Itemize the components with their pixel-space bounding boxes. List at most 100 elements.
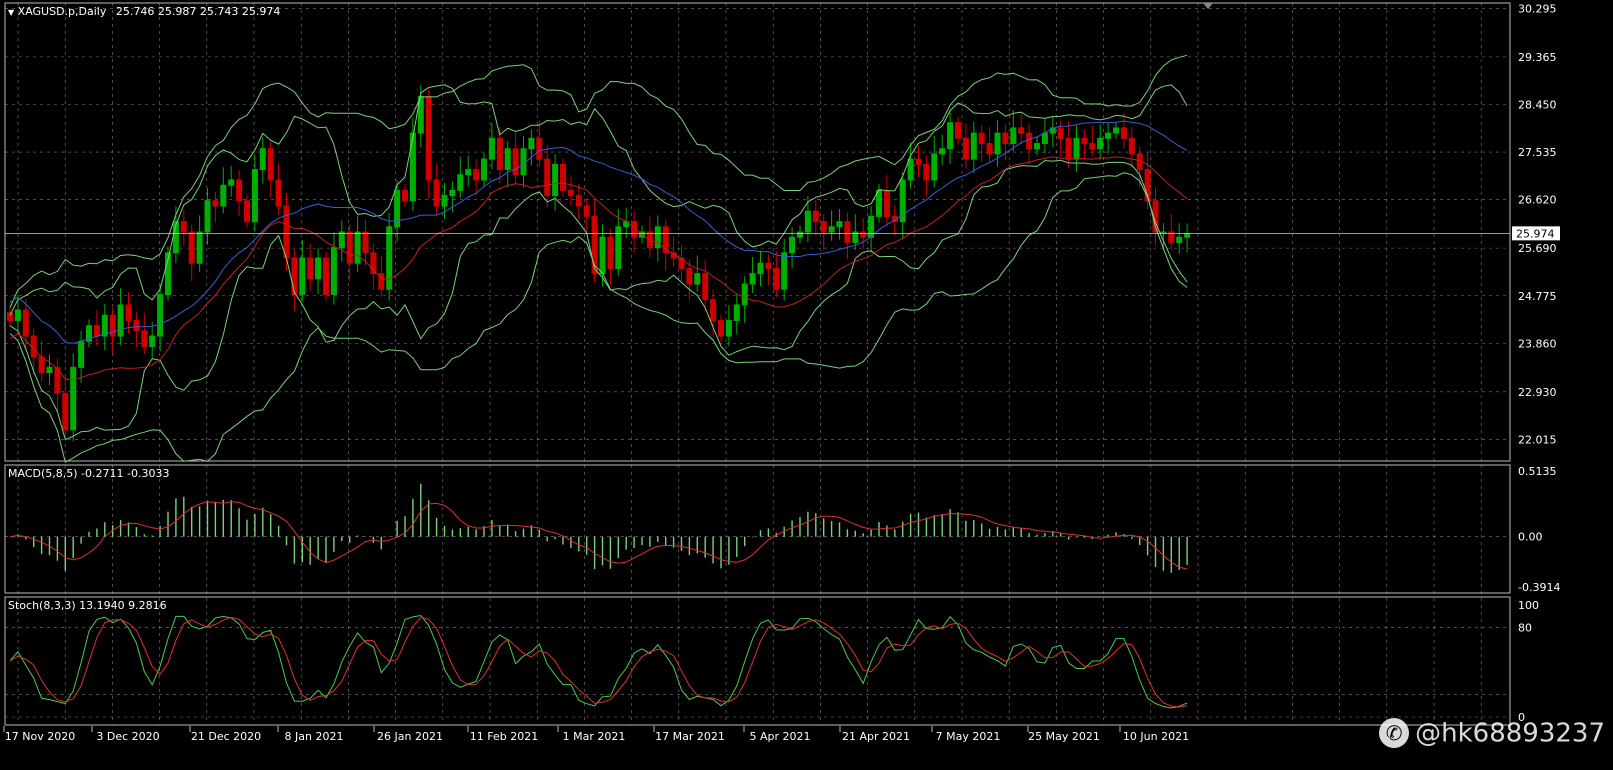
date-tick-label: 7 May 2021 bbox=[936, 730, 1001, 743]
candle-body bbox=[196, 231, 203, 264]
macd-tick-label: 0.5135 bbox=[1518, 465, 1557, 478]
date-tick-label: 21 Dec 2020 bbox=[191, 730, 261, 743]
stoch-main-line bbox=[9, 614, 1188, 709]
candle-body bbox=[157, 293, 164, 337]
candle-body bbox=[1105, 132, 1112, 139]
candle-body bbox=[251, 169, 258, 223]
price-panel[interactable] bbox=[5, 54, 1510, 463]
candle-body bbox=[860, 231, 867, 238]
candle-body bbox=[1002, 132, 1009, 145]
candle-body bbox=[204, 200, 211, 233]
candle-body bbox=[1097, 137, 1104, 150]
stoch-tick-label: 0 bbox=[1518, 711, 1525, 724]
candle-body bbox=[599, 236, 606, 275]
axes-labels: 30.295 29.365 28.450 27.535 26.620 25.690 24.7… bbox=[3, 2, 1560, 743]
candle-body bbox=[1057, 127, 1064, 139]
dropdown-triangle-icon[interactable]: ▼ bbox=[8, 8, 15, 17]
date-tick-label: 10 Jun 2021 bbox=[1123, 730, 1189, 743]
candle-body bbox=[481, 158, 487, 181]
candle-body bbox=[646, 231, 653, 249]
weibo-logo-icon: ✆ bbox=[1379, 718, 1410, 748]
candle-body bbox=[1160, 231, 1167, 234]
candle-body bbox=[955, 122, 961, 139]
candle-body bbox=[338, 231, 345, 249]
candle-body bbox=[852, 231, 859, 243]
price-tick-label: 26.620 bbox=[1518, 194, 1557, 207]
stoch-label: Stoch(8,3,3) bbox=[8, 599, 76, 612]
scroll-marker-icon bbox=[1203, 3, 1213, 9]
macd-panel[interactable] bbox=[9, 483, 1188, 573]
candle-body bbox=[267, 148, 274, 181]
candle-body bbox=[109, 314, 116, 337]
candle-body bbox=[504, 148, 511, 171]
candle-body bbox=[323, 257, 329, 295]
candle-body bbox=[378, 273, 385, 290]
candle-body bbox=[876, 189, 882, 217]
stoch-panel[interactable] bbox=[9, 614, 1188, 709]
candle-body bbox=[536, 137, 543, 160]
candle-body bbox=[702, 273, 709, 301]
candle-body bbox=[1073, 137, 1080, 160]
candle-body bbox=[1081, 137, 1088, 145]
candle-body bbox=[797, 231, 803, 238]
price-tick-label: 24.775 bbox=[1518, 290, 1557, 303]
symbol-header[interactable]: ▼ XAGUSD.p,Daily 25.746 25.987 25.743 25… bbox=[8, 5, 280, 18]
candle-body bbox=[354, 231, 361, 264]
panel-border-2 bbox=[4, 464, 1511, 594]
price-tick-label: 23.860 bbox=[1518, 337, 1557, 350]
candle-body bbox=[441, 195, 448, 207]
candle-body bbox=[62, 392, 69, 431]
candle-body bbox=[54, 366, 61, 394]
candle-body bbox=[749, 273, 756, 285]
date-tick-label: 1 Mar 2021 bbox=[563, 730, 626, 743]
candle-body bbox=[1176, 236, 1183, 243]
candle-body bbox=[1041, 132, 1048, 145]
candle-body bbox=[291, 257, 298, 295]
candle-body bbox=[488, 137, 495, 160]
red-moving-average bbox=[9, 156, 1188, 381]
candle-body bbox=[46, 366, 53, 374]
candle-body bbox=[1018, 127, 1025, 134]
candle-body bbox=[38, 356, 45, 374]
candle-body bbox=[512, 148, 519, 176]
candle-body bbox=[868, 215, 875, 238]
candle-body bbox=[654, 226, 661, 249]
candle-body bbox=[812, 210, 819, 223]
candle-body bbox=[496, 137, 503, 171]
blue-moving-average bbox=[9, 120, 1188, 344]
candle-body bbox=[899, 179, 906, 223]
candle-body bbox=[362, 231, 369, 254]
candle-body bbox=[457, 174, 464, 191]
watermark-text: @hk68893237 bbox=[1415, 718, 1605, 748]
candle-body bbox=[228, 179, 235, 186]
candle-body bbox=[212, 200, 219, 207]
candle-body bbox=[465, 169, 472, 176]
candle-body bbox=[275, 179, 282, 207]
price-tick-label: 28.450 bbox=[1518, 98, 1557, 111]
date-tick-label: 26 Jan 2021 bbox=[377, 730, 443, 743]
candle-body bbox=[765, 262, 772, 269]
candle-body bbox=[962, 137, 969, 160]
candle-body bbox=[433, 179, 440, 207]
candle-body bbox=[583, 205, 590, 217]
candle-body bbox=[188, 231, 195, 264]
candle-body bbox=[346, 231, 353, 264]
candle-body bbox=[236, 179, 243, 202]
price-tick-label: 29.365 bbox=[1518, 51, 1557, 64]
outer-lower-band bbox=[9, 172, 1188, 463]
candle-body bbox=[1089, 143, 1096, 150]
candle-body bbox=[101, 314, 108, 337]
candle-body bbox=[615, 226, 622, 269]
candle-body bbox=[141, 330, 148, 347]
candle-body bbox=[180, 221, 187, 233]
panel-borders bbox=[4, 2, 1511, 726]
candle-body bbox=[528, 137, 535, 150]
candle-body bbox=[244, 200, 250, 223]
price-tick-label: 25.690 bbox=[1518, 242, 1557, 255]
panel-border-1 bbox=[4, 2, 1511, 462]
candle-body bbox=[694, 273, 701, 285]
inner-lower-band bbox=[9, 159, 1188, 441]
candle-body bbox=[1144, 169, 1151, 202]
candle-body bbox=[330, 247, 337, 295]
